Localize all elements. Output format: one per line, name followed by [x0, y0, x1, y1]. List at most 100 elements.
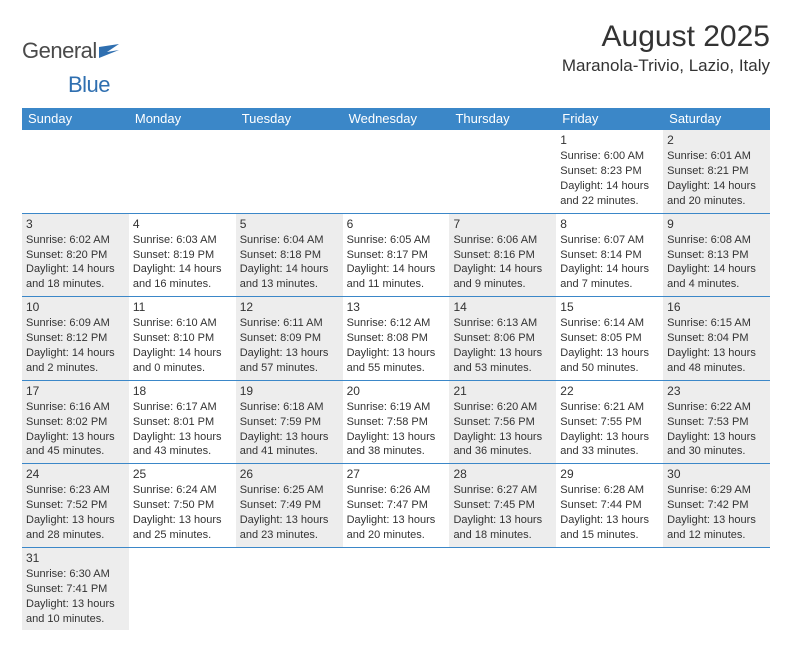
day-sunrise: Sunrise: 6:27 AM [453, 483, 552, 498]
day-cell: 27Sunrise: 6:26 AMSunset: 7:47 PMDayligh… [343, 464, 450, 547]
day-day2: and 16 minutes. [133, 277, 232, 292]
day-number: 1 [560, 132, 659, 148]
day-sunset: Sunset: 8:20 PM [26, 248, 125, 263]
day-day1: Daylight: 13 hours [560, 513, 659, 528]
day-number: 3 [26, 216, 125, 232]
day-day2: and 18 minutes. [453, 528, 552, 543]
weekday-friday: Friday [556, 108, 663, 130]
day-sunrise: Sunrise: 6:23 AM [26, 483, 125, 498]
day-cell: 28Sunrise: 6:27 AMSunset: 7:45 PMDayligh… [449, 464, 556, 547]
weekday-saturday: Saturday [663, 108, 770, 130]
day-cell: 4Sunrise: 6:03 AMSunset: 8:19 PMDaylight… [129, 214, 236, 297]
day-sunrise: Sunrise: 6:30 AM [26, 567, 125, 582]
day-cell-empty [556, 548, 663, 631]
day-cell: 15Sunrise: 6:14 AMSunset: 8:05 PMDayligh… [556, 297, 663, 380]
day-number: 12 [240, 299, 339, 315]
day-number: 26 [240, 466, 339, 482]
day-day2: and 55 minutes. [347, 361, 446, 376]
day-day2: and 0 minutes. [133, 361, 232, 376]
day-day1: Daylight: 13 hours [133, 430, 232, 445]
day-cell: 26Sunrise: 6:25 AMSunset: 7:49 PMDayligh… [236, 464, 343, 547]
day-day1: Daylight: 13 hours [240, 513, 339, 528]
day-day2: and 25 minutes. [133, 528, 232, 543]
day-cell: 13Sunrise: 6:12 AMSunset: 8:08 PMDayligh… [343, 297, 450, 380]
day-day2: and 50 minutes. [560, 361, 659, 376]
day-day2: and 45 minutes. [26, 444, 125, 459]
day-day1: Daylight: 13 hours [453, 430, 552, 445]
day-day1: Daylight: 14 hours [133, 262, 232, 277]
day-day2: and 53 minutes. [453, 361, 552, 376]
day-number: 18 [133, 383, 232, 399]
day-number: 16 [667, 299, 766, 315]
day-day2: and 13 minutes. [240, 277, 339, 292]
week-row: 3Sunrise: 6:02 AMSunset: 8:20 PMDaylight… [22, 214, 770, 298]
day-day1: Daylight: 13 hours [347, 430, 446, 445]
day-day2: and 33 minutes. [560, 444, 659, 459]
day-cell-empty [663, 548, 770, 631]
day-sunrise: Sunrise: 6:07 AM [560, 233, 659, 248]
day-sunrise: Sunrise: 6:28 AM [560, 483, 659, 498]
day-day1: Daylight: 13 hours [26, 513, 125, 528]
day-day2: and 11 minutes. [347, 277, 446, 292]
day-sunset: Sunset: 7:59 PM [240, 415, 339, 430]
day-sunrise: Sunrise: 6:03 AM [133, 233, 232, 248]
day-sunset: Sunset: 8:12 PM [26, 331, 125, 346]
day-day2: and 15 minutes. [560, 528, 659, 543]
day-day1: Daylight: 14 hours [667, 262, 766, 277]
header: GeneralBlue August 2025 Maranola-Trivio,… [22, 20, 770, 98]
day-cell: 23Sunrise: 6:22 AMSunset: 7:53 PMDayligh… [663, 381, 770, 464]
logo-text: GeneralBlue [22, 38, 121, 98]
day-day2: and 30 minutes. [667, 444, 766, 459]
day-sunrise: Sunrise: 6:15 AM [667, 316, 766, 331]
day-day1: Daylight: 14 hours [667, 179, 766, 194]
weekday-monday: Monday [129, 108, 236, 130]
day-cell: 29Sunrise: 6:28 AMSunset: 7:44 PMDayligh… [556, 464, 663, 547]
day-cell: 17Sunrise: 6:16 AMSunset: 8:02 PMDayligh… [22, 381, 129, 464]
day-cell: 31Sunrise: 6:30 AMSunset: 7:41 PMDayligh… [22, 548, 129, 631]
day-day1: Daylight: 14 hours [347, 262, 446, 277]
day-day1: Daylight: 13 hours [667, 513, 766, 528]
day-cell: 7Sunrise: 6:06 AMSunset: 8:16 PMDaylight… [449, 214, 556, 297]
day-day1: Daylight: 13 hours [347, 346, 446, 361]
month-title: August 2025 [562, 20, 770, 54]
day-sunset: Sunset: 8:14 PM [560, 248, 659, 263]
day-day1: Daylight: 13 hours [667, 430, 766, 445]
day-sunset: Sunset: 7:58 PM [347, 415, 446, 430]
day-day2: and 2 minutes. [26, 361, 125, 376]
day-sunset: Sunset: 8:16 PM [453, 248, 552, 263]
day-cell: 30Sunrise: 6:29 AMSunset: 7:42 PMDayligh… [663, 464, 770, 547]
day-number: 6 [347, 216, 446, 232]
day-day1: Daylight: 14 hours [560, 262, 659, 277]
day-sunset: Sunset: 8:04 PM [667, 331, 766, 346]
day-sunrise: Sunrise: 6:20 AM [453, 400, 552, 415]
day-cell: 8Sunrise: 6:07 AMSunset: 8:14 PMDaylight… [556, 214, 663, 297]
weekday-wednesday: Wednesday [343, 108, 450, 130]
week-row: 31Sunrise: 6:30 AMSunset: 7:41 PMDayligh… [22, 548, 770, 631]
day-number: 29 [560, 466, 659, 482]
day-day1: Daylight: 13 hours [26, 430, 125, 445]
day-sunrise: Sunrise: 6:01 AM [667, 149, 766, 164]
day-sunrise: Sunrise: 6:05 AM [347, 233, 446, 248]
day-cell: 2Sunrise: 6:01 AMSunset: 8:21 PMDaylight… [663, 130, 770, 213]
day-cell: 22Sunrise: 6:21 AMSunset: 7:55 PMDayligh… [556, 381, 663, 464]
day-day1: Daylight: 13 hours [240, 346, 339, 361]
day-sunrise: Sunrise: 6:21 AM [560, 400, 659, 415]
day-number: 30 [667, 466, 766, 482]
day-number: 7 [453, 216, 552, 232]
day-day1: Daylight: 13 hours [453, 346, 552, 361]
flag-icon [99, 38, 121, 64]
day-sunrise: Sunrise: 6:11 AM [240, 316, 339, 331]
day-sunrise: Sunrise: 6:18 AM [240, 400, 339, 415]
day-sunset: Sunset: 7:47 PM [347, 498, 446, 513]
day-day2: and 43 minutes. [133, 444, 232, 459]
day-sunrise: Sunrise: 6:26 AM [347, 483, 446, 498]
day-sunset: Sunset: 8:06 PM [453, 331, 552, 346]
day-day2: and 12 minutes. [667, 528, 766, 543]
day-sunrise: Sunrise: 6:25 AM [240, 483, 339, 498]
weeks: 1Sunrise: 6:00 AMSunset: 8:23 PMDaylight… [22, 130, 770, 630]
day-number: 10 [26, 299, 125, 315]
location: Maranola-Trivio, Lazio, Italy [562, 56, 770, 76]
day-sunset: Sunset: 8:02 PM [26, 415, 125, 430]
day-number: 11 [133, 299, 232, 315]
day-day2: and 36 minutes. [453, 444, 552, 459]
